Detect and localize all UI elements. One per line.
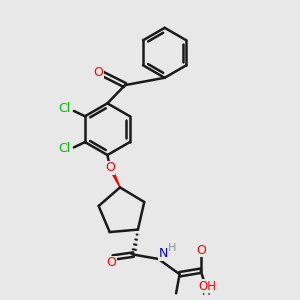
Text: Cl: Cl [58, 102, 70, 116]
Text: Cl: Cl [58, 142, 70, 155]
Text: N: N [159, 247, 168, 260]
Text: O: O [105, 161, 115, 174]
Text: O: O [106, 256, 116, 269]
Text: H: H [202, 285, 211, 298]
Text: H: H [168, 243, 177, 253]
Polygon shape [108, 165, 120, 188]
Text: O: O [94, 66, 103, 79]
Text: O: O [196, 244, 206, 257]
Text: H: H [202, 285, 211, 298]
Text: OH: OH [198, 280, 216, 292]
